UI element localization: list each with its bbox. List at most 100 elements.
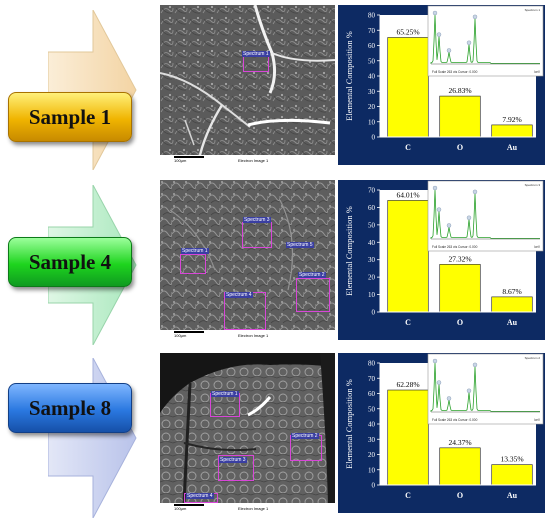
image-caption: Electron Image 1 [238, 158, 269, 163]
category-label: O [457, 143, 463, 152]
y-tick-label: 40 [368, 73, 376, 81]
y-tick-label: 0 [372, 309, 376, 317]
spectrum-trace [430, 189, 540, 239]
spectrum-3-region [242, 222, 272, 248]
y-tick-label: 10 [368, 291, 376, 299]
bar-c [387, 37, 429, 138]
spectrum-1-region [180, 254, 206, 274]
y-tick-label: 60 [368, 390, 376, 398]
inset-spectrum-label: Spectrum 3 [525, 183, 541, 187]
bar-au [491, 296, 533, 313]
category-label: O [457, 491, 463, 500]
sample-1-sem-image: Spectrum 1 100µm Electron Image 1 [160, 5, 335, 166]
inset-footer: Full Scale 263 cts Cursor: 0.000 [432, 245, 478, 249]
data-label: 64.01% [396, 190, 419, 199]
inset-spectrum-label: Spectrum 2 [525, 356, 541, 360]
spectrum-3-region [218, 455, 254, 481]
y-tick-label: 20 [368, 451, 376, 459]
peak-marker [466, 388, 472, 393]
inset-frame [427, 180, 544, 252]
sample-8-sem-image: Spectrum 1 Spectrum 2 Spectrum 3 Spectru… [160, 353, 335, 514]
bar-c [387, 200, 429, 313]
y-tick-label: 40 [368, 421, 376, 429]
y-tick-label: 50 [368, 57, 376, 65]
peak-marker [432, 185, 438, 191]
scale-bar [174, 331, 204, 333]
sample-1-badge: Sample 1 [8, 92, 132, 142]
spectrum-2-label: Spectrum 2 [298, 272, 326, 278]
y-tick-label: 80 [368, 12, 376, 20]
eds-spectrum-inset: Spectrum 2 Full Scale 263 cts Cursor: 0.0… [427, 353, 544, 425]
peak-marker [436, 207, 442, 212]
data-label: 26.83% [448, 86, 471, 95]
peak-marker [436, 380, 442, 385]
y-tick-label: 30 [368, 436, 376, 444]
bar-c [387, 389, 429, 486]
peak-marker [472, 362, 478, 368]
inset-footer: Full Scale 263 cts Cursor: 0.000 [432, 418, 478, 422]
scale-bar [174, 156, 204, 158]
inset-frame [427, 5, 544, 77]
spectrum-trace [430, 14, 540, 64]
bar-o [439, 264, 481, 313]
peak-marker [446, 48, 452, 53]
data-label: 62.28% [396, 380, 419, 389]
image-caption: Electron Image 1 [238, 333, 269, 338]
y-tick-label: 60 [368, 42, 376, 50]
spectrum-1-label: Spectrum 1 [242, 51, 270, 57]
y-axis-label: Elemental Composition % [344, 206, 354, 296]
scale-label: 100µm [174, 158, 187, 163]
y-tick-label: 70 [368, 187, 376, 195]
bar-o [439, 447, 481, 486]
category-label: Au [507, 491, 518, 500]
spectrum-3-label: Spectrum 3 [243, 217, 271, 223]
y-tick-label: 60 [368, 204, 376, 212]
spectrum-2-region [296, 278, 330, 312]
spectrum-1-label: Spectrum 1 [181, 248, 209, 254]
spectrum-4-label: Spectrum 4 [186, 493, 214, 499]
spectrum-2-label: Spectrum 2 [291, 433, 319, 439]
y-tick-label: 70 [368, 27, 376, 35]
data-label: 24.37% [448, 438, 471, 447]
y-axis-label: Elemental Composition % [344, 379, 354, 469]
scale-label: 100µm [174, 506, 187, 511]
y-tick-label: 10 [368, 466, 376, 474]
inset-unit: keV [535, 418, 541, 422]
y-tick-label: 30 [368, 256, 376, 264]
spectrum-3-label: Spectrum 3 [219, 457, 247, 463]
inset-footer: Full Scale 263 cts Cursor: 0.000 [432, 70, 478, 74]
data-label: 7.92% [502, 115, 521, 124]
y-tick-label: 20 [368, 103, 376, 111]
y-tick-label: 30 [368, 88, 376, 96]
category-label: C [405, 318, 411, 327]
sample-1-arrow [48, 10, 137, 170]
peak-marker [446, 223, 452, 228]
eds-spectrum-inset: Spectrum 1 Full Scale 263 cts Cursor: 0.0… [427, 5, 544, 77]
y-tick-label: 50 [368, 221, 376, 229]
inset-spectrum-label: Spectrum 1 [525, 8, 541, 12]
sem-micrograph-1 [160, 5, 335, 155]
data-label: 27.32% [448, 254, 471, 263]
sem-micrograph-8 [160, 353, 335, 503]
y-tick-label: 50 [368, 405, 376, 413]
eds-spectrum-inset: Spectrum 3 Full Scale 263 cts Cursor: 0.0… [427, 180, 544, 252]
sem-micrograph-4 [160, 180, 335, 330]
spectrum-1-label: Spectrum 1 [211, 391, 239, 397]
bar-au [491, 124, 533, 138]
sample-1-row: Sample 1 Spectrum 1 100µm [0, 0, 550, 172]
peak-marker [436, 32, 442, 37]
scale-label: 100µm [174, 333, 187, 338]
sample-4-row: Sample 4 Spectrum 1 Spectrum 2 Spectrum … [0, 175, 550, 347]
category-label: C [405, 143, 411, 152]
inset-unit: keV [535, 70, 541, 74]
category-label: Au [507, 143, 518, 152]
peak-marker [466, 40, 472, 45]
sample-4-composition-chart: 0 10 20 30 40 50 60 70 Elemental Composition % 64… [338, 180, 545, 340]
sample-8-composition-chart: 0 10 20 30 40 50 60 70 80 Elemental Composition %… [338, 353, 545, 513]
category-label: Au [507, 318, 518, 327]
peak-marker [472, 14, 478, 20]
inset-unit: keV [535, 245, 541, 249]
y-tick-label: 0 [372, 134, 376, 142]
data-label: 65.25% [396, 27, 419, 36]
data-label: 13.35% [500, 455, 523, 464]
